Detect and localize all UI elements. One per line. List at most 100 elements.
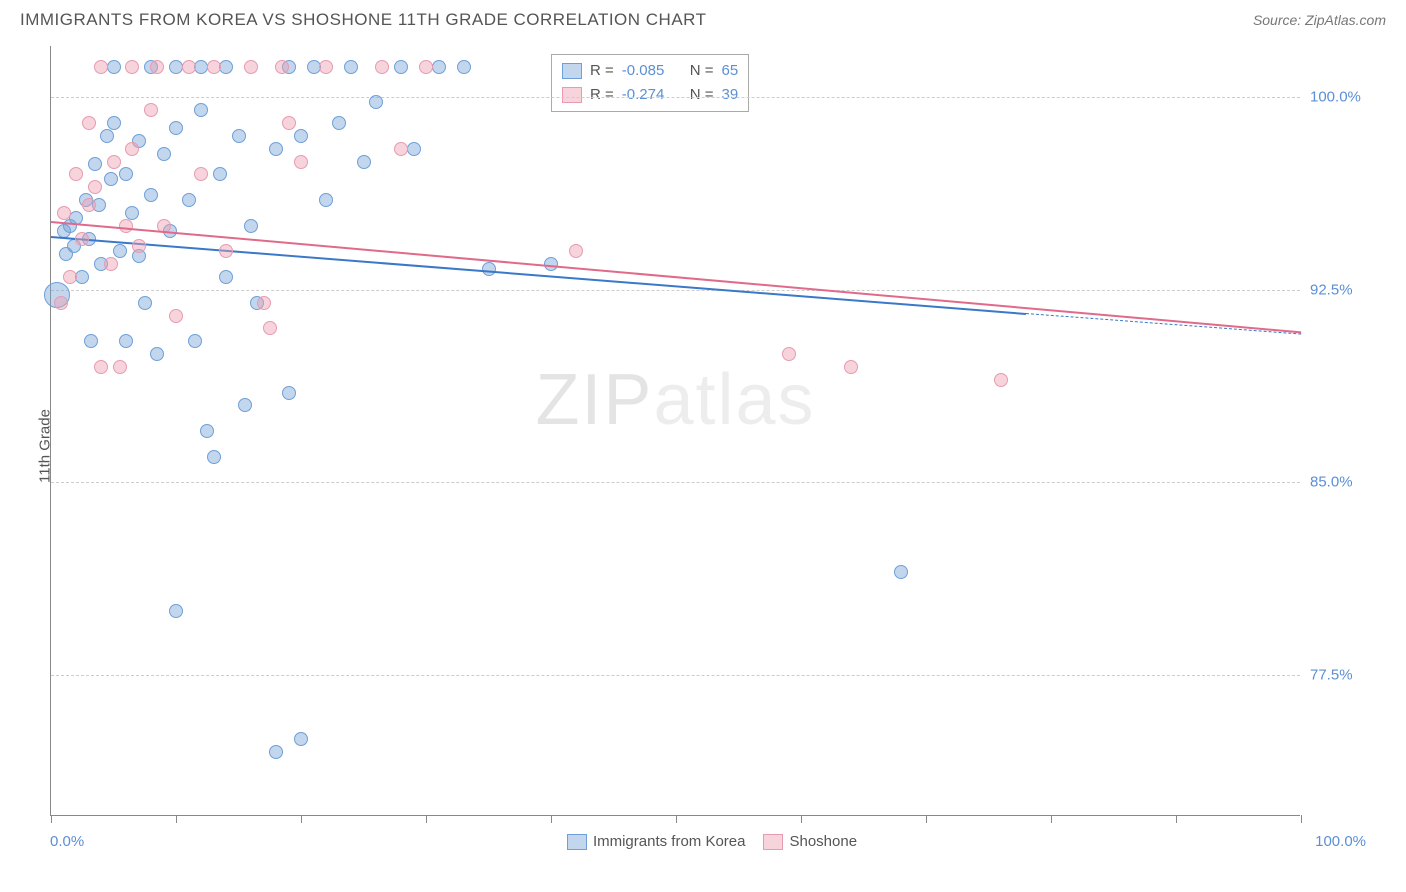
data-point: [232, 129, 246, 143]
data-point: [57, 206, 71, 220]
data-point: [244, 60, 258, 74]
x-tick: [1176, 815, 1177, 823]
x-tick: [1051, 815, 1052, 823]
data-point: [88, 157, 102, 171]
watermark: ZIPatlas: [535, 359, 815, 441]
legend-series-label: Immigrants from Korea: [593, 833, 746, 850]
data-point: [125, 60, 139, 74]
legend-r-value: -0.274: [622, 83, 682, 107]
data-point: [275, 60, 289, 74]
data-point: [194, 103, 208, 117]
legend-n-value: 65: [722, 59, 739, 83]
data-point: [200, 424, 214, 438]
data-point: [119, 334, 133, 348]
data-point: [369, 95, 383, 109]
data-point: [75, 232, 89, 246]
data-point: [82, 116, 96, 130]
data-point: [282, 386, 296, 400]
data-point: [294, 129, 308, 143]
data-point: [150, 60, 164, 74]
chart-title: IMMIGRANTS FROM KOREA VS SHOSHONE 11TH G…: [20, 10, 707, 30]
trend-line: [51, 236, 1026, 315]
data-point: [75, 270, 89, 284]
data-point: [244, 219, 258, 233]
data-point: [457, 60, 471, 74]
data-point: [125, 206, 139, 220]
x-tick: [301, 815, 302, 823]
data-point: [319, 60, 333, 74]
data-point: [94, 60, 108, 74]
data-point: [332, 116, 346, 130]
data-point: [144, 188, 158, 202]
legend-swatch: [562, 63, 582, 79]
chart-header: IMMIGRANTS FROM KOREA VS SHOSHONE 11TH G…: [0, 0, 1406, 36]
data-point: [294, 732, 308, 746]
data-point: [169, 309, 183, 323]
data-point: [782, 347, 796, 361]
data-point: [407, 142, 421, 156]
data-point: [375, 60, 389, 74]
data-point: [63, 270, 77, 284]
data-point: [104, 172, 118, 186]
data-point: [844, 360, 858, 374]
data-point: [219, 244, 233, 258]
legend-swatch: [562, 87, 582, 103]
data-point: [282, 116, 296, 130]
data-point: [219, 60, 233, 74]
data-point: [169, 121, 183, 135]
data-point: [54, 296, 68, 310]
data-point: [294, 155, 308, 169]
x-tick: [676, 815, 677, 823]
data-point: [104, 257, 118, 271]
data-point: [182, 60, 196, 74]
x-tick: [801, 815, 802, 823]
x-tick: [926, 815, 927, 823]
data-point: [319, 193, 333, 207]
data-point: [257, 296, 271, 310]
data-point: [113, 244, 127, 258]
data-point: [394, 142, 408, 156]
data-point: [219, 270, 233, 284]
data-point: [394, 60, 408, 74]
x-tick: [551, 815, 552, 823]
y-tick-label: 92.5%: [1310, 281, 1380, 298]
data-point: [119, 167, 133, 181]
legend-swatch: [763, 834, 783, 850]
data-point: [82, 198, 96, 212]
data-point: [263, 321, 277, 335]
data-point: [344, 60, 358, 74]
data-point: [894, 565, 908, 579]
x-tick: [426, 815, 427, 823]
data-point: [100, 129, 114, 143]
data-point: [107, 155, 121, 169]
data-point: [182, 193, 196, 207]
x-tick: [176, 815, 177, 823]
data-point: [269, 745, 283, 759]
data-point: [138, 296, 152, 310]
data-point: [169, 604, 183, 618]
correlation-legend: R =-0.085N =65R =-0.274N =39: [551, 54, 749, 112]
data-point: [994, 373, 1008, 387]
data-point: [188, 334, 202, 348]
data-point: [119, 219, 133, 233]
data-point: [157, 147, 171, 161]
plot-area: ZIPatlas R =-0.085N =65R =-0.274N =39 77…: [50, 46, 1300, 816]
data-point: [150, 347, 164, 361]
y-tick-label: 100.0%: [1310, 89, 1380, 106]
data-point: [213, 167, 227, 181]
legend-swatch: [567, 834, 587, 850]
x-tick: [1301, 815, 1302, 823]
data-point: [113, 360, 127, 374]
data-point: [569, 244, 583, 258]
legend-row: R =-0.085N =65: [562, 59, 738, 83]
data-point: [419, 60, 433, 74]
data-point: [207, 60, 221, 74]
data-point: [238, 398, 252, 412]
data-point: [194, 167, 208, 181]
y-tick-label: 85.0%: [1310, 474, 1380, 491]
data-point: [269, 142, 283, 156]
legend-n-value: 39: [722, 83, 739, 107]
data-point: [94, 360, 108, 374]
data-point: [84, 334, 98, 348]
data-point: [432, 60, 446, 74]
